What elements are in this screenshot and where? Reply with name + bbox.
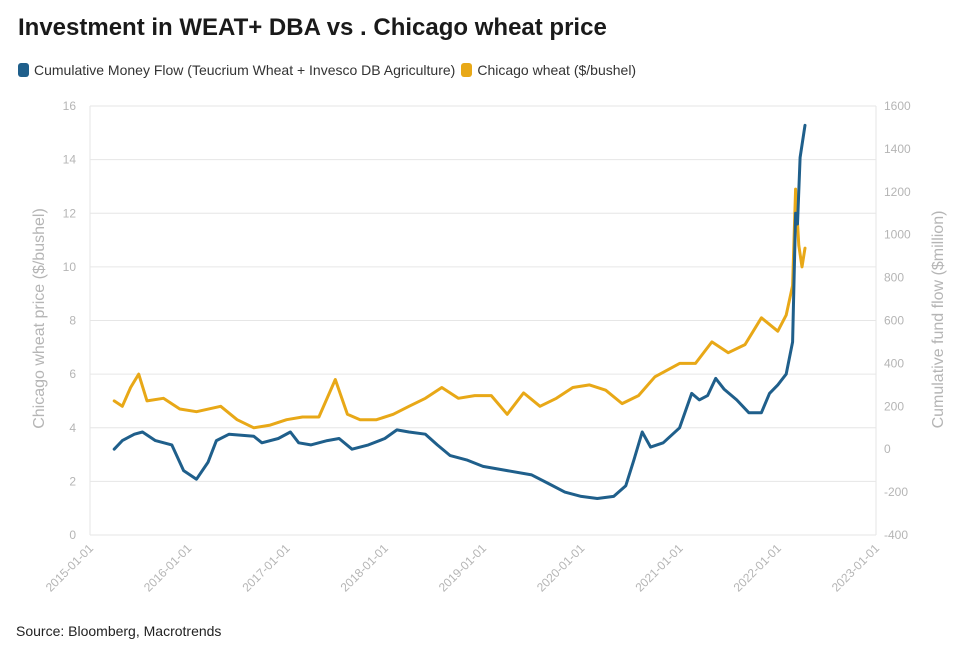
series-lines	[112, 123, 807, 500]
legend-item-wheat[interactable]: Chicago wheat ($/bushel)	[461, 62, 636, 78]
series-line-money-flow	[112, 123, 807, 500]
legend-swatch-money-flow	[18, 63, 29, 77]
right-tick-label: 600	[884, 314, 904, 328]
left-tick-label: 14	[63, 153, 77, 167]
right-axis-ticks: -400 -200 0 200 400 600 800 1000 1200 1400 1600	[884, 99, 911, 542]
x-tick-label: 2021-01-01	[632, 541, 686, 595]
left-tick-label: 6	[69, 367, 76, 381]
right-tick-label: 400	[884, 356, 904, 370]
x-tick-label: 2020-01-01	[534, 541, 588, 595]
right-tick-label: 800	[884, 271, 904, 285]
x-tick-label: 2018-01-01	[338, 541, 392, 595]
legend-swatch-wheat	[461, 63, 473, 77]
right-tick-label: 1600	[884, 99, 911, 113]
series-line-wheat	[112, 187, 807, 430]
right-tick-label: 1200	[884, 185, 911, 199]
x-tick-label: 2017-01-01	[239, 541, 293, 595]
left-tick-label: 12	[63, 206, 77, 220]
x-tick-label: 2022-01-01	[731, 541, 785, 595]
chart-title: Investment in WEAT+ DBA vs . Chicago whe…	[18, 14, 607, 41]
x-tick-label: 2019-01-01	[436, 541, 490, 595]
right-tick-label: -200	[884, 485, 908, 499]
legend-item-money-flow[interactable]: Cumulative Money Flow (Teucrium Wheat + …	[18, 62, 455, 78]
left-tick-label: 8	[69, 314, 76, 328]
right-tick-label: -400	[884, 528, 908, 542]
left-tick-label: 2	[69, 474, 76, 488]
right-tick-label: 200	[884, 399, 904, 413]
right-tick-label: 0	[884, 442, 891, 456]
x-tick-label: 2015-01-01	[43, 541, 97, 595]
source-note: Source: Bloomberg, Macrotrends	[16, 623, 222, 639]
right-tick-label: 1000	[884, 228, 911, 242]
x-axis-ticks: 2015-01-01 2016-01-01 2017-01-01 2018-01-01…	[43, 541, 883, 595]
left-tick-label: 16	[63, 99, 77, 113]
right-tick-label: 1400	[884, 142, 911, 156]
left-tick-label: 10	[63, 260, 77, 274]
legend-label-wheat: Chicago wheat ($/bushel)	[477, 62, 637, 78]
legend: Cumulative Money Flow (Teucrium Wheat + …	[18, 62, 642, 78]
x-tick-label: 2016-01-01	[141, 541, 195, 595]
x-tick-label: 2023-01-01	[829, 541, 883, 595]
left-axis-ticks: 0 2 4 6 8 10 12 14 16	[63, 99, 77, 542]
left-axis-title: Chicago wheat price ($/bushel)	[31, 208, 48, 429]
left-tick-label: 4	[69, 421, 76, 435]
left-tick-label: 0	[69, 528, 76, 542]
legend-label-money-flow: Cumulative Money Flow (Teucrium Wheat + …	[34, 62, 456, 78]
right-axis-title: Cumulative fund flow ($million)	[930, 211, 947, 429]
gridlines	[89, 105, 877, 536]
